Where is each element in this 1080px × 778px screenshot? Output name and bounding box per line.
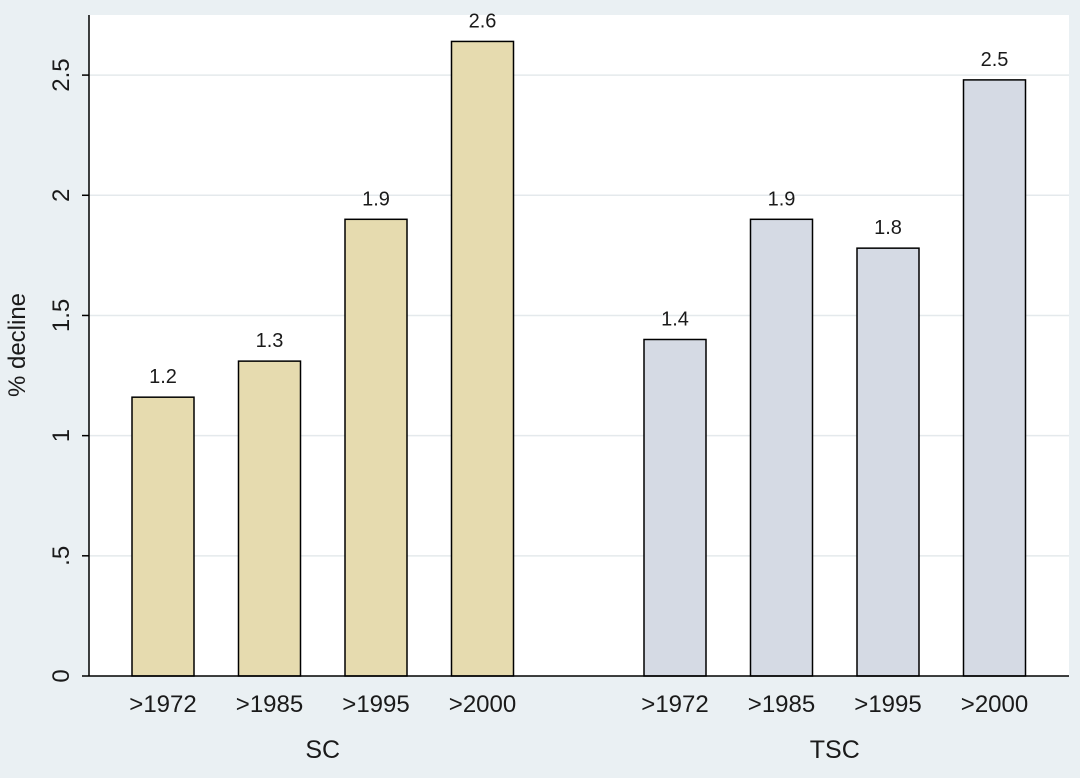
y-tick-label: .5: [48, 546, 75, 566]
data-label: 1.3: [256, 330, 284, 352]
x-tick-label: >1985: [236, 691, 303, 718]
group-label-sc: SC: [305, 736, 340, 764]
x-tick-label: >1995: [342, 691, 409, 718]
data-label: 1.2: [149, 366, 177, 388]
bar-sc-0: [131, 396, 195, 677]
bar-tsc-3: [962, 79, 1027, 677]
data-label: 1.4: [661, 308, 689, 330]
y-tick-label: 0: [48, 669, 75, 682]
bar-sc-3: [450, 40, 515, 677]
axes: [88, 15, 1069, 677]
bar-tsc-0: [643, 338, 707, 677]
x-tick-label: >1985: [748, 691, 815, 718]
y-tick-label: 2: [48, 189, 75, 202]
bars: [131, 40, 1027, 677]
data-label: 1.8: [874, 217, 902, 239]
x-tick-label: >2000: [449, 691, 516, 718]
bar-sc-1: [237, 360, 302, 677]
y-tick-label: 1.5: [48, 299, 75, 332]
x-tick-label: >1995: [854, 691, 921, 718]
x-tick-label: >1972: [129, 691, 196, 718]
bar-tsc-2: [856, 247, 920, 677]
data-label: 1.9: [362, 188, 390, 210]
x-tick-label: >1972: [641, 691, 708, 718]
bar-sc-2: [344, 218, 408, 677]
labels: 1.2 >1972 1.3 >1985 1.9 >1995 2.6 >2000 SC 1.4 >19…: [129, 10, 1028, 764]
bar-tsc-1: [749, 218, 814, 677]
y-ticks: 0 .5 1 1.5 2 2.5: [48, 58, 89, 683]
y-tick-label: 1: [48, 429, 75, 442]
x-tick-label: >2000: [961, 691, 1028, 718]
data-label: 2.6: [469, 10, 497, 32]
data-label: 2.5: [981, 49, 1009, 71]
y-axis-label: % decline: [4, 293, 31, 397]
group-label-tsc: TSC: [810, 736, 860, 764]
plot-area: [89, 15, 1069, 676]
data-label: 1.9: [768, 188, 796, 210]
y-tick-label: 2.5: [48, 58, 75, 91]
